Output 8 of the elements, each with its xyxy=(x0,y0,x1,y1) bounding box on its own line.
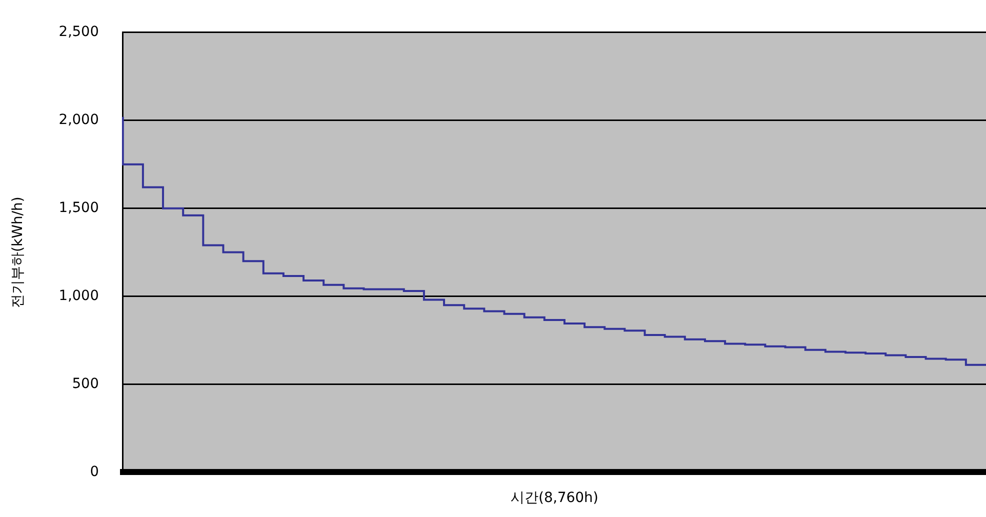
y-tick-label: 2,500 xyxy=(58,24,99,40)
x-axis-title: 시간(8,760h) xyxy=(510,490,598,506)
y-axis-title: 전기부하(kWh/h) xyxy=(10,196,26,308)
y-tick-label: 1,500 xyxy=(58,200,99,216)
y-tick-label: 0 xyxy=(90,464,99,480)
y-tick-label: 1,000 xyxy=(58,288,99,304)
y-tick-label: 2,000 xyxy=(58,112,99,128)
y-tick-label: 500 xyxy=(72,376,99,392)
